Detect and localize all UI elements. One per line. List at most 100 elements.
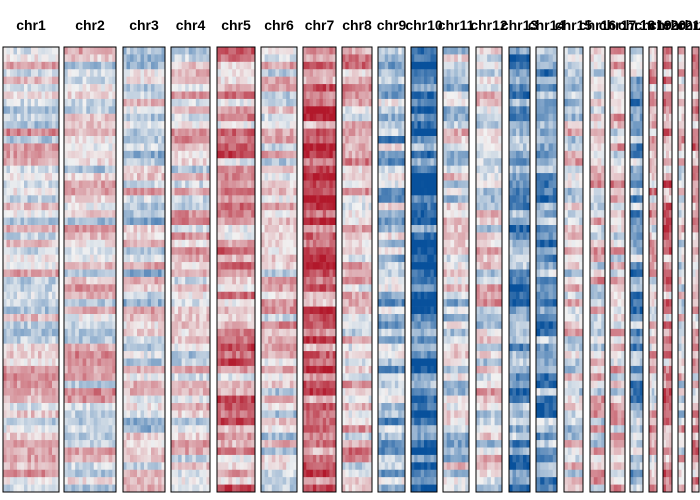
- heatmap-cell: [329, 395, 333, 404]
- heatmap-cell: [101, 321, 106, 330]
- heatmap-cell: [140, 395, 145, 404]
- heatmap-cell: [75, 351, 80, 359]
- heatmap-cell: [158, 336, 162, 344]
- heatmap-cell: [181, 447, 186, 456]
- heatmap-cell: [151, 299, 155, 307]
- heatmap-cell: [10, 388, 14, 396]
- heatmap-cell: [185, 239, 190, 248]
- heatmap-cell: [17, 484, 21, 493]
- heatmap-cell: [27, 173, 32, 181]
- heatmap-cell: [303, 314, 307, 322]
- heatmap-cell: [303, 217, 307, 226]
- heatmap-cell: [220, 195, 225, 204]
- heatmap-cell: [309, 61, 314, 70]
- heatmap-cell: [224, 225, 229, 233]
- heatmap-cell: [158, 269, 162, 278]
- heatmap-cell: [151, 417, 155, 426]
- heatmap-cell: [326, 210, 330, 218]
- heatmap-cell: [319, 247, 324, 255]
- heatmap-cell: [90, 358, 95, 367]
- heatmap-cell: [97, 388, 102, 396]
- heatmap-cell: [144, 358, 148, 367]
- heatmap-cell: [31, 217, 35, 226]
- heatmap-cell: [130, 299, 134, 307]
- heatmap-cell: [10, 291, 14, 300]
- heatmap-cell: [161, 91, 166, 100]
- heatmap-cell: [97, 358, 102, 367]
- heatmap-cell: [90, 276, 95, 285]
- heatmap-cell: [199, 351, 204, 359]
- heatmap-cell: [232, 469, 237, 478]
- heatmap-cell: [264, 388, 269, 396]
- heatmap-cell: [303, 84, 307, 92]
- heatmap-cell: [38, 484, 42, 493]
- heatmap-cell: [130, 410, 134, 419]
- heatmap-cell: [140, 425, 145, 433]
- heatmap-cell: [93, 425, 98, 433]
- heatmap-cell: [75, 388, 80, 396]
- heatmap-cell: [247, 165, 252, 174]
- heatmap-cell: [289, 462, 294, 471]
- heatmap-cell: [154, 284, 159, 293]
- heatmap-cell: [93, 113, 98, 122]
- heatmap-cell: [104, 351, 109, 359]
- panel-border: [170, 46, 211, 493]
- heatmap-cell: [174, 180, 179, 189]
- heatmap-cell: [34, 195, 39, 204]
- heatmap-cell: [282, 321, 287, 330]
- heatmap-cell: [282, 351, 287, 359]
- heatmap-cell: [332, 336, 337, 344]
- heatmap-cell: [67, 454, 72, 463]
- heatmap-cell: [86, 299, 91, 307]
- heatmap-cell: [55, 269, 60, 278]
- heatmap-cell: [130, 432, 134, 441]
- heatmap-cell: [93, 462, 98, 471]
- heatmap-cell: [27, 351, 32, 359]
- heatmap-cell: [140, 380, 145, 389]
- heatmap-cell: [309, 54, 314, 63]
- heatmap-cell: [140, 269, 145, 278]
- heatmap-cell: [108, 284, 113, 293]
- heatmap-cell: [181, 380, 186, 389]
- heatmap-cell: [13, 314, 18, 322]
- heatmap-cell: [93, 469, 98, 478]
- heatmap-cell: [137, 239, 141, 248]
- heatmap-cell: [71, 106, 76, 115]
- heatmap-cell: [303, 388, 307, 396]
- heatmap-cell: [123, 84, 127, 92]
- heatmap-cell: [206, 225, 211, 233]
- heatmap-cell: [332, 358, 337, 367]
- heatmap-cell: [312, 403, 317, 411]
- heatmap-cell: [271, 462, 276, 471]
- heatmap-cell: [202, 365, 207, 374]
- heatmap-cell: [319, 417, 324, 426]
- heatmap-cell: [251, 432, 256, 441]
- heatmap-cell: [316, 328, 320, 337]
- heatmap-cell: [303, 187, 307, 196]
- heatmap-cell: [275, 365, 280, 374]
- heatmap-cell: [31, 202, 35, 211]
- heatmap-cell: [20, 291, 25, 300]
- heatmap-cell: [202, 469, 207, 478]
- heatmap-cell: [286, 380, 291, 389]
- heatmap-cell: [174, 217, 179, 226]
- heatmap-cell: [199, 98, 204, 107]
- heatmap-cell: [71, 328, 76, 337]
- heatmap-cell: [282, 328, 287, 337]
- heatmap-cell: [133, 403, 138, 411]
- heatmap-cell: [174, 328, 179, 337]
- heatmap-cell: [293, 98, 298, 107]
- heatmap-cell: [123, 284, 127, 293]
- heatmap-cell: [171, 254, 175, 263]
- heatmap-cell: [206, 232, 211, 241]
- heatmap-cell: [171, 336, 175, 344]
- heatmap-cell: [154, 440, 159, 448]
- heatmap-cell: [289, 136, 294, 144]
- heatmap-cell: [34, 469, 39, 478]
- heatmap-cell: [174, 173, 179, 181]
- heatmap-cell: [326, 269, 330, 278]
- heatmap-cell: [108, 239, 113, 248]
- heatmap-cell: [82, 128, 87, 137]
- heatmap-cell: [144, 276, 148, 285]
- heatmap-cell: [123, 462, 127, 471]
